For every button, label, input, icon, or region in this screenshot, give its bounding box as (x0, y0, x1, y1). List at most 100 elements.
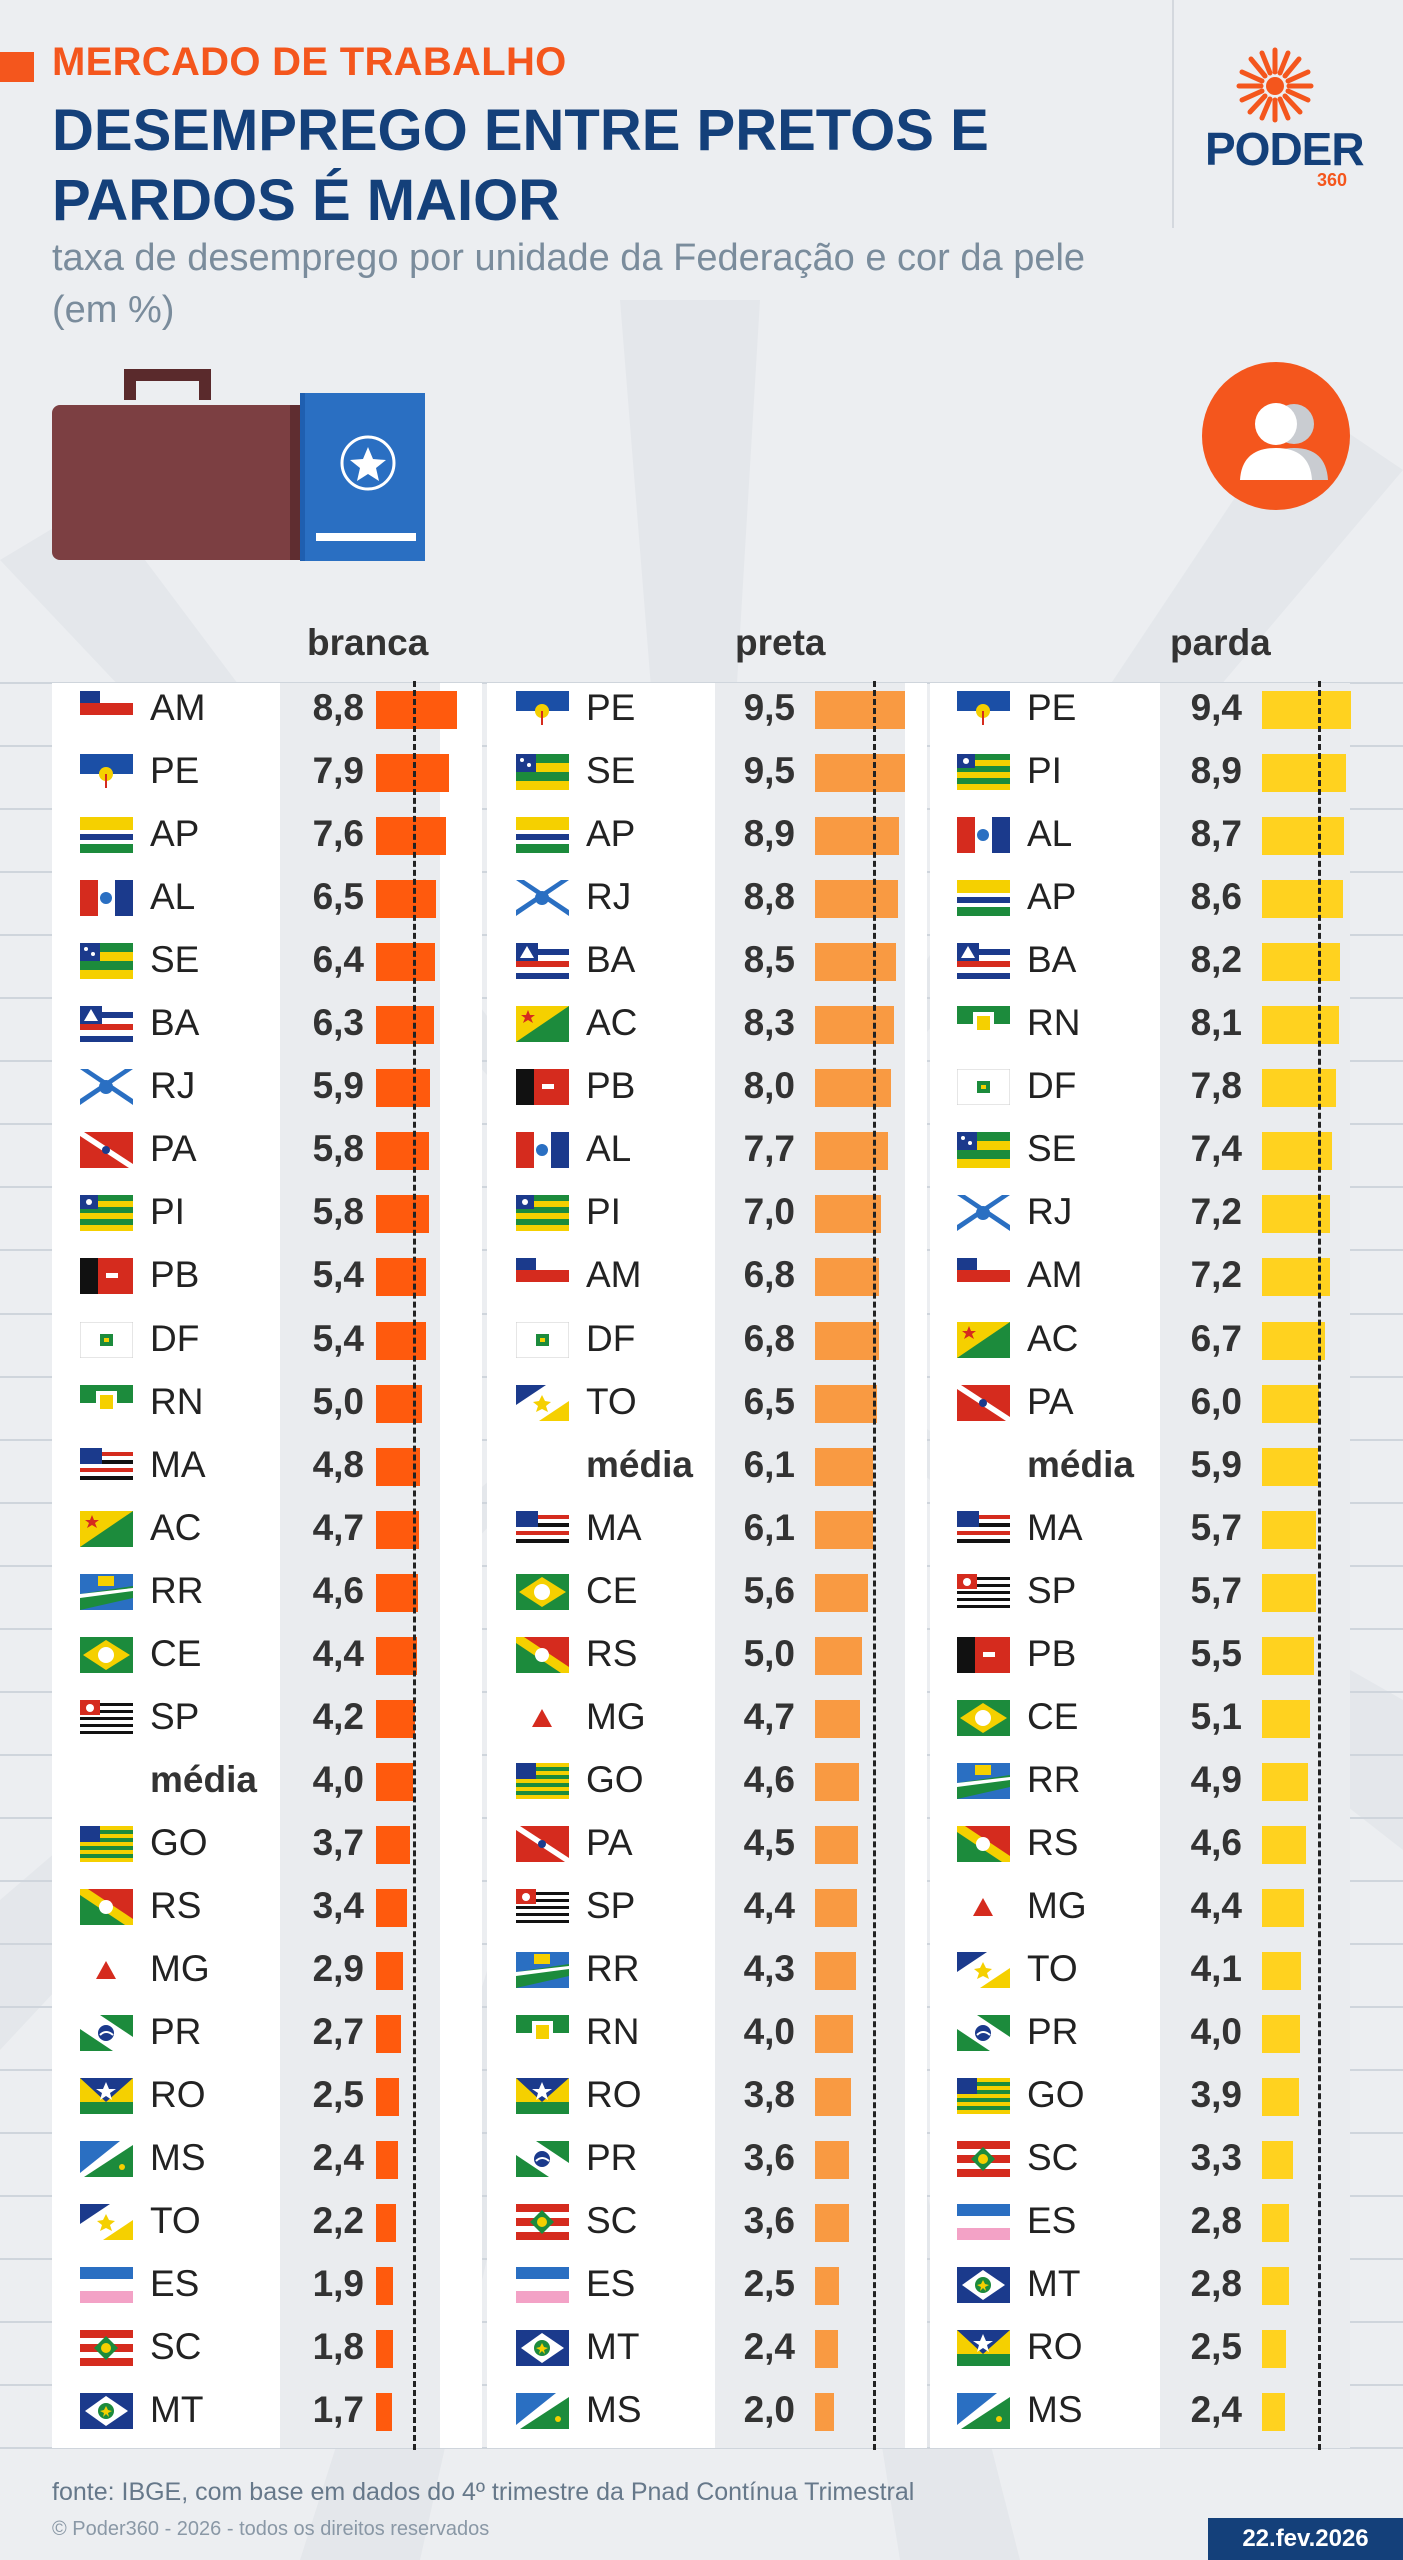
table-row: PR 3,6 (0, 2133, 1403, 2196)
table-row: MG 2,9 (0, 1944, 1403, 2007)
bar (1262, 2015, 1300, 2054)
table-row: PB 8,0 (0, 1061, 1403, 1124)
value-label: 7,7 (743, 1128, 795, 1170)
flag-icon (80, 2141, 133, 2178)
state-abbr: PB (586, 1065, 636, 1107)
state-abbr: SE (1027, 1128, 1077, 1170)
table-row: RN 5,0 (0, 1377, 1403, 1440)
bar (376, 1636, 417, 1675)
bar (815, 754, 905, 793)
value-label: 4,4 (1190, 1884, 1242, 1926)
table-row: TO 6,5 (0, 1377, 1403, 1440)
value-label: 5,5 (1190, 1632, 1242, 1674)
flag-icon (957, 1195, 1010, 1232)
bar (376, 2204, 396, 2243)
value-label: 2,5 (312, 2074, 364, 2116)
table-row: SP 5,7 (0, 1566, 1403, 1629)
value-label: 2,8 (1190, 2263, 1242, 2305)
bar (376, 1006, 434, 1045)
bar (376, 1510, 419, 1549)
value-label: 6,1 (743, 1443, 795, 1485)
flag-icon (80, 2393, 133, 2430)
column-header-branca: branca (307, 622, 429, 663)
state-abbr: PE (586, 687, 636, 728)
bar (1262, 1006, 1339, 1045)
bar (1262, 1384, 1319, 1423)
average-label: média (586, 1443, 693, 1485)
table-row: GO 3,9 (0, 2070, 1403, 2133)
value-label: 3,3 (1190, 2137, 1242, 2179)
table-row: SC 1,8 (0, 2322, 1403, 2385)
state-abbr: SP (1027, 1569, 1077, 1611)
table-row: TO 2,2 (0, 2196, 1403, 2259)
table-row: CE 5,6 (0, 1566, 1403, 1629)
value-label: 8,9 (1190, 750, 1242, 792)
flag-icon (516, 1888, 569, 1925)
flag-icon (957, 1132, 1010, 1169)
state-abbr: MG (1027, 1884, 1087, 1926)
flag-icon (80, 943, 133, 980)
table-row: RR 4,3 (0, 1944, 1403, 2007)
bar (1262, 691, 1351, 729)
value-label: 8,7 (1190, 813, 1242, 855)
bar (376, 1762, 413, 1801)
flag-icon (80, 1006, 133, 1043)
state-abbr: PB (1027, 1632, 1077, 1674)
state-abbr: RO (150, 2074, 206, 2116)
state-abbr: ES (150, 2263, 200, 2305)
table-row: CE 4,4 (0, 1629, 1403, 1692)
table-row: MA 4,8 (0, 1440, 1403, 1503)
flag-icon (957, 1384, 1010, 1421)
value-label: 6,3 (312, 1002, 364, 1044)
state-abbr: AL (586, 1128, 632, 1170)
bar (1262, 943, 1340, 982)
flag-icon (80, 817, 133, 854)
flag-icon (516, 2204, 569, 2241)
state-abbr: RR (150, 1569, 204, 1611)
flag-icon (80, 1321, 133, 1358)
value-label: 4,0 (1190, 2011, 1242, 2053)
value-label: 5,4 (312, 1254, 364, 1296)
bar (1262, 1825, 1306, 1864)
flag-icon (80, 880, 133, 917)
value-label: 7,2 (1190, 1254, 1242, 1296)
flag-icon (957, 691, 1010, 727)
value-label: 5,7 (1190, 1569, 1242, 1611)
state-abbr: RR (1027, 1758, 1081, 1800)
table-row: MS 2,0 (0, 2385, 1403, 2448)
table-row: AM 6,8 (0, 1250, 1403, 1313)
value-label: 5,0 (312, 1380, 364, 1422)
value-label: 5,6 (743, 1569, 795, 1611)
value-label: 8,8 (312, 687, 364, 728)
flag-icon (516, 2015, 569, 2052)
value-label: 6,8 (743, 1254, 795, 1296)
flag-icon (957, 2141, 1010, 2178)
flag-icon (516, 1006, 569, 1043)
table-row: PR 2,7 (0, 2007, 1403, 2070)
value-label: 8,6 (1190, 876, 1242, 918)
state-abbr: PE (1027, 687, 1077, 728)
state-abbr: MT (150, 2389, 204, 2431)
value-label: 4,5 (743, 1821, 795, 1863)
state-abbr: MT (586, 2326, 640, 2368)
brand-name: PODER (1205, 123, 1365, 175)
value-label: 7,6 (312, 813, 364, 855)
flag-icon (957, 1573, 1010, 1610)
bar (815, 1699, 860, 1738)
value-label: 3,7 (312, 1821, 364, 1863)
bar (815, 1510, 873, 1549)
bar (376, 1888, 407, 1927)
value-label: 3,8 (743, 2074, 795, 2116)
value-label: 2,8 (1190, 2200, 1242, 2242)
flag-icon (957, 754, 1010, 791)
state-abbr: AC (150, 1506, 202, 1548)
value-label: 3,9 (1190, 2074, 1242, 2116)
state-abbr: PR (1027, 2011, 1079, 2053)
flag-icon (516, 1699, 569, 1736)
flag-icon (80, 1069, 133, 1106)
brand-logo: PODER 360 (1195, 42, 1365, 202)
bar (376, 943, 435, 982)
table-row: MT 1,7 (0, 2385, 1403, 2448)
state-abbr: AP (586, 813, 636, 855)
value-label: 2,9 (312, 1948, 364, 1989)
